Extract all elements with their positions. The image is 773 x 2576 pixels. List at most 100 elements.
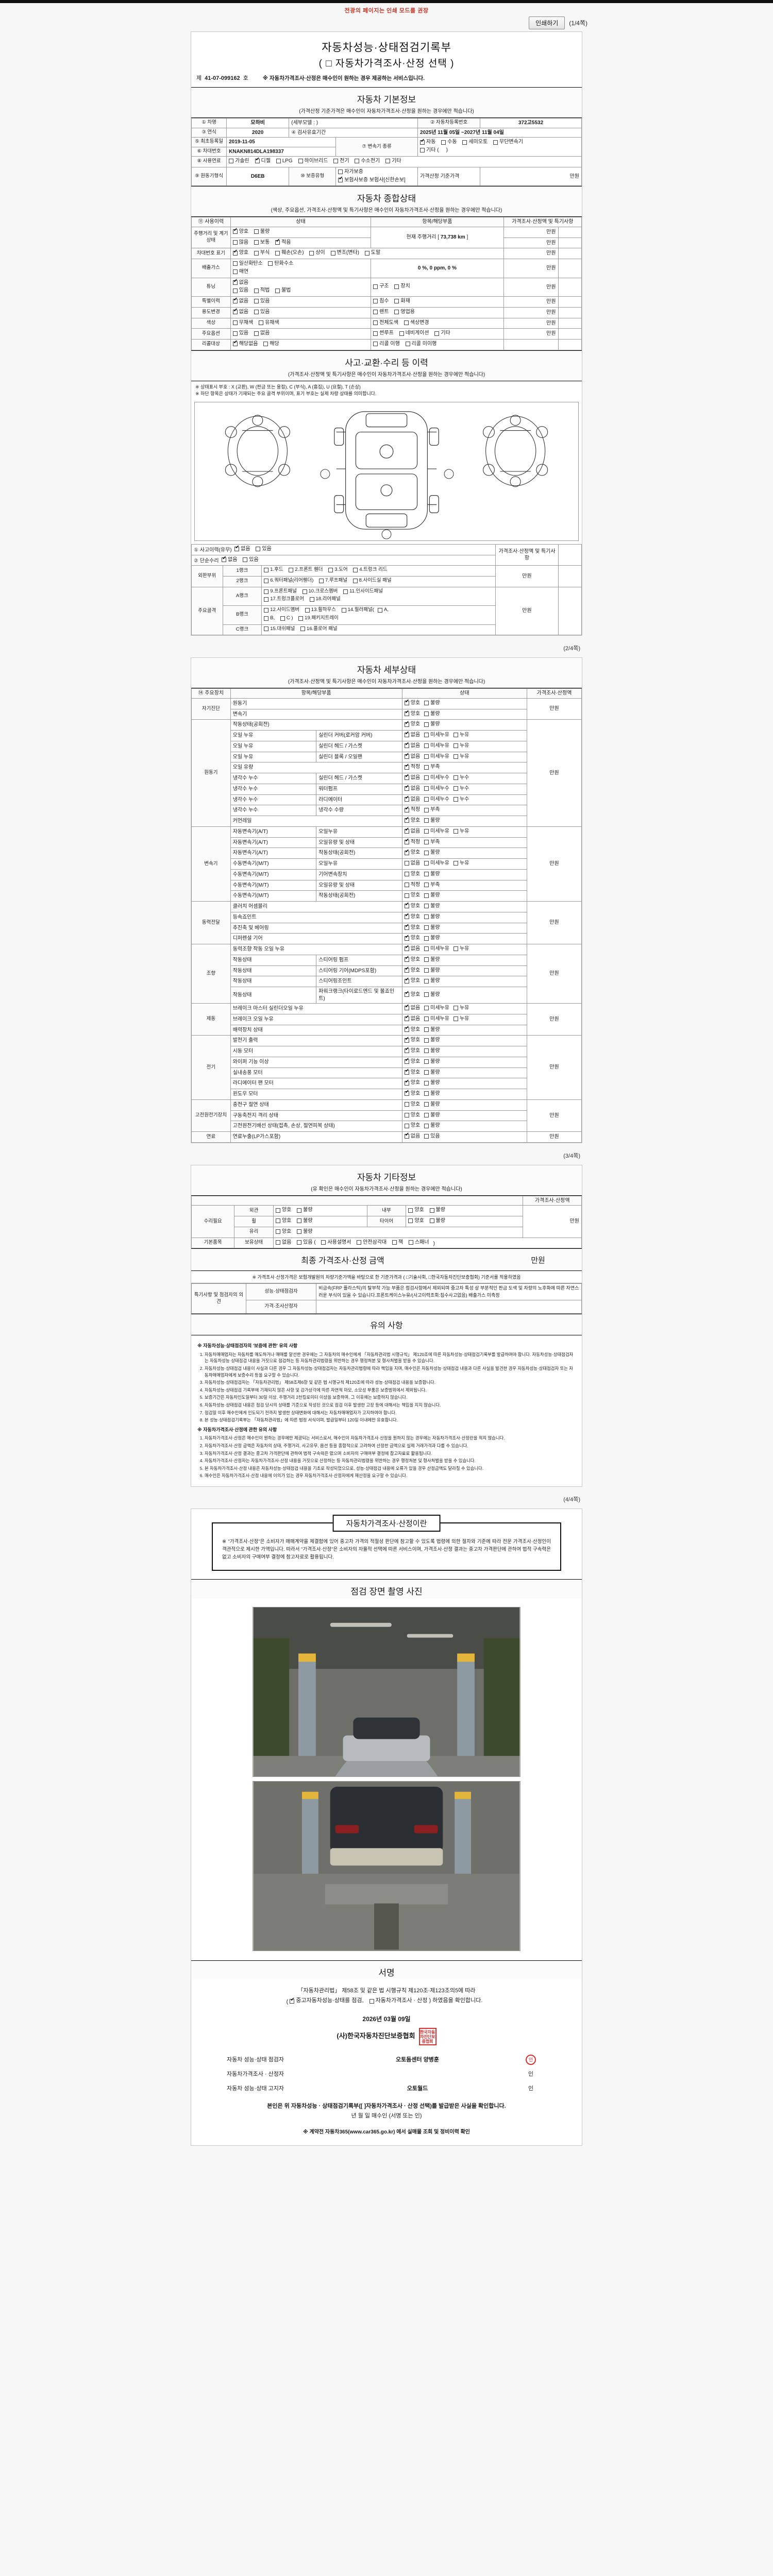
option-불량[interactable]: 불량 (424, 991, 440, 998)
checkbox-icon[interactable] (275, 288, 280, 293)
option-불량[interactable]: 불량 (424, 1122, 440, 1129)
checkbox-icon[interactable] (420, 148, 425, 153)
checkbox-icon[interactable] (404, 710, 409, 716)
opt-bad[interactable]: 불량 (429, 1217, 445, 1225)
checkbox-icon[interactable] (404, 967, 409, 973)
checkbox-icon[interactable] (234, 545, 240, 551)
checkbox-icon[interactable] (232, 261, 238, 266)
checkbox-icon[interactable] (404, 764, 409, 770)
checkbox-icon[interactable] (275, 250, 280, 256)
checkbox-icon[interactable] (394, 310, 399, 314)
option-불량[interactable]: 불량 (424, 817, 440, 824)
opt-none[interactable]: 없음 (232, 308, 248, 316)
checkbox-icon[interactable] (328, 568, 333, 573)
option-불량[interactable]: 불량 (424, 710, 440, 718)
checkbox-icon[interactable] (373, 310, 378, 314)
checkbox-icon[interactable] (404, 861, 409, 866)
checkbox-icon[interactable] (243, 557, 248, 562)
option-양호[interactable]: 양호 (404, 1101, 420, 1108)
checkbox-icon[interactable] (377, 608, 382, 613)
checkbox-icon[interactable] (404, 1037, 409, 1043)
checkbox-icon[interactable] (259, 320, 264, 325)
fuel-option-hybrid[interactable]: 하이브리드 (298, 158, 328, 165)
option-불량[interactable]: 불량 (424, 700, 440, 707)
checkbox-icon[interactable] (404, 1090, 409, 1096)
checkbox-icon[interactable] (254, 331, 259, 336)
option-불량[interactable]: 불량 (424, 1047, 440, 1055)
checkbox-icon[interactable] (232, 240, 238, 245)
opt-few[interactable]: 적음 (275, 239, 291, 246)
checkbox-icon[interactable] (222, 556, 226, 562)
checkbox-icon[interactable] (404, 753, 409, 759)
checkbox-icon[interactable] (254, 240, 259, 245)
checkbox-icon[interactable] (364, 250, 369, 256)
checkbox-icon[interactable] (404, 977, 409, 984)
checkbox-icon[interactable] (404, 721, 409, 727)
checkbox-icon[interactable] (232, 331, 238, 336)
checkbox-icon[interactable] (424, 701, 429, 706)
opt-legal[interactable]: 적법 (254, 287, 270, 294)
checkbox-icon[interactable] (404, 1123, 409, 1128)
checkbox-icon[interactable] (424, 957, 429, 962)
option-양호[interactable]: 양호 (404, 977, 420, 985)
opt-device[interactable]: 장치 (394, 283, 410, 290)
opt-none[interactable]: 없음 (232, 279, 248, 286)
checkbox-icon[interactable] (424, 796, 429, 802)
checkbox-icon[interactable] (264, 568, 269, 573)
option-적정[interactable]: 적정 (404, 882, 420, 889)
option-불량[interactable]: 불량 (424, 892, 440, 899)
checkbox-icon[interactable] (424, 936, 429, 941)
option-양호[interactable]: 양호 (404, 935, 420, 942)
part-inside-panel[interactable]: 11.인사이드패널 (343, 588, 383, 595)
part-trunk-lid[interactable]: 4.트렁크 리드 (353, 567, 388, 573)
checkbox-icon[interactable] (280, 616, 285, 621)
checkbox-icon[interactable] (404, 902, 409, 909)
option-없음[interactable]: 없음 (404, 785, 420, 792)
option-없음[interactable]: 없음 (404, 945, 420, 953)
option-양호[interactable]: 양호 (404, 849, 420, 856)
opt-smoke[interactable]: 매연 (232, 268, 248, 276)
option-양호[interactable]: 양호 (404, 1069, 420, 1076)
opt-achromatic[interactable]: 무채색 (232, 319, 253, 327)
checkbox-icon[interactable] (404, 1004, 409, 1011)
checkbox-icon[interactable] (453, 786, 458, 791)
checkbox-icon[interactable] (453, 775, 458, 781)
checkbox-icon[interactable] (405, 342, 410, 347)
checkbox-icon[interactable] (434, 331, 440, 336)
checkbox-icon[interactable] (404, 1058, 409, 1064)
checkbox-icon[interactable] (319, 578, 324, 583)
option-양호[interactable]: 양호 (404, 817, 420, 824)
option-양호[interactable]: 양호 (404, 1047, 420, 1055)
checkbox-icon[interactable] (453, 743, 458, 749)
checkbox-icon[interactable] (424, 775, 429, 781)
option-누수[interactable]: 누수 (453, 785, 469, 792)
opt-full-paint[interactable]: 전체도색 (373, 319, 398, 327)
checkbox-icon[interactable] (429, 1218, 434, 1224)
checkbox-icon[interactable] (290, 1997, 295, 2004)
checkbox-icon[interactable] (338, 176, 343, 182)
option-누유[interactable]: 누유 (453, 945, 469, 953)
option-불량[interactable]: 불량 (424, 1112, 440, 1119)
transmission-option-cvt[interactable]: 무단변속기 (493, 139, 523, 146)
checkbox-icon[interactable] (404, 882, 409, 887)
checkbox-icon[interactable] (424, 872, 429, 877)
option-누유[interactable]: 누유 (453, 742, 469, 750)
opt-exists[interactable]: 있음 ( (297, 1239, 316, 1246)
opt-exists[interactable]: 있음 (232, 330, 248, 337)
checkbox-icon[interactable] (297, 1240, 302, 1245)
part-rear-panel[interactable]: 18.리어패널 (309, 596, 341, 603)
opt-exists[interactable]: 있음 (254, 309, 270, 316)
option-누유[interactable]: 누유 (453, 732, 469, 739)
opt-jack[interactable]: 잭 (392, 1239, 403, 1246)
opt-bad[interactable]: 불량 (429, 1207, 445, 1214)
opt-normal[interactable]: 보통 (254, 239, 270, 246)
option-미세누유[interactable]: 미세누유 (424, 860, 449, 867)
checkbox-icon[interactable] (404, 924, 409, 930)
checkbox-icon[interactable] (333, 159, 339, 164)
opt-bad[interactable]: 불량 (297, 1217, 313, 1225)
checkbox-icon[interactable] (264, 578, 269, 583)
checkbox-icon[interactable] (404, 742, 409, 749)
checkbox-icon[interactable] (424, 1080, 429, 1086)
checkbox-icon[interactable] (404, 893, 409, 898)
option-불량[interactable]: 불량 (424, 1069, 440, 1076)
